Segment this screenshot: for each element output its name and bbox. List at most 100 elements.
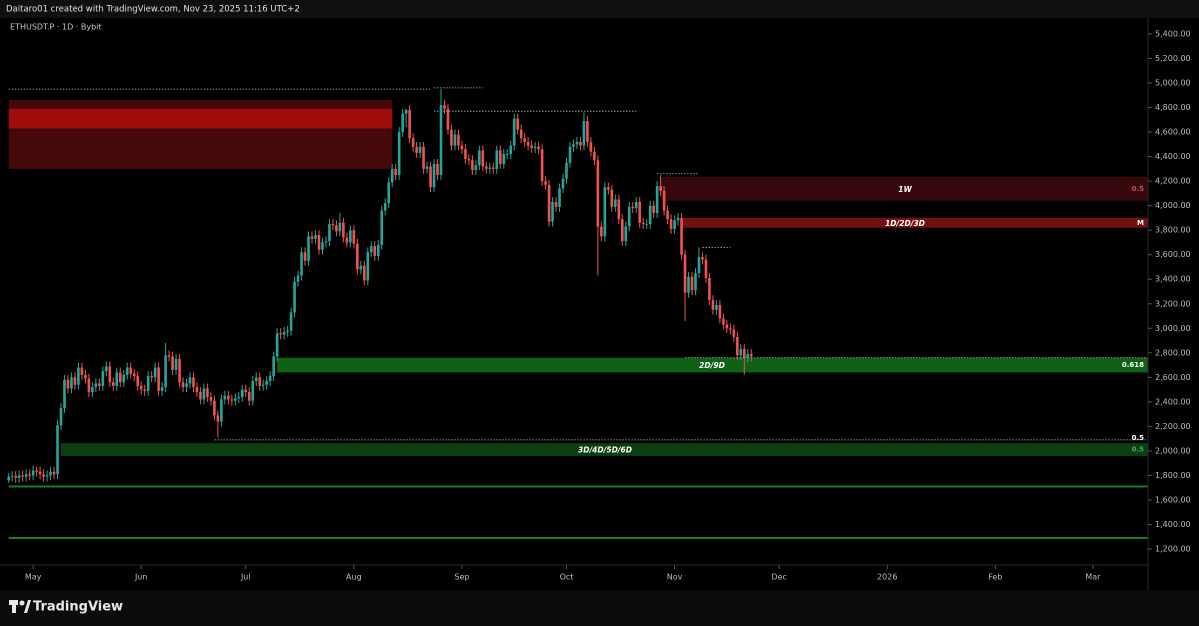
candle-body [171, 356, 174, 370]
candle-body [265, 381, 268, 385]
x-tick-label: May [25, 573, 42, 582]
candle-body [579, 141, 582, 146]
candle-body [45, 475, 49, 477]
y-tick-label: 3,600.00 [1155, 250, 1191, 259]
candle-body [485, 166, 488, 169]
candle-body [491, 167, 495, 169]
candle-body [209, 396, 213, 401]
candle-body [425, 166, 429, 169]
candle-body [401, 113, 404, 133]
candle-body [359, 265, 363, 270]
candle-body [24, 474, 28, 477]
candle-body [101, 371, 105, 386]
candle-body [687, 276, 690, 293]
candle-body [303, 252, 307, 261]
candle-body [526, 141, 530, 146]
candle-body [153, 367, 157, 378]
candle-body [443, 105, 446, 109]
candle-body [213, 400, 216, 416]
candle-body [680, 217, 683, 255]
y-tick-label: 4,000.00 [1155, 201, 1191, 210]
x-tick-label: 2026 [877, 573, 897, 582]
candle-body [157, 367, 160, 391]
candle-body [275, 333, 279, 357]
candle-body [512, 118, 516, 146]
candle-body [31, 470, 35, 476]
candle-body [174, 358, 178, 370]
candle-body [192, 377, 195, 388]
x-tick-label: Dec [771, 573, 786, 582]
candle-body [547, 184, 551, 222]
candle-body [607, 187, 610, 190]
candle-body [708, 278, 711, 301]
candle-body [84, 374, 87, 379]
candle-body [568, 146, 572, 163]
zone [61, 443, 1149, 457]
candle-body [432, 163, 436, 188]
candle-body [701, 257, 704, 260]
zone-right-label: 0.5 [1132, 185, 1145, 193]
candle-body [10, 476, 14, 477]
zone-right-label: M [1137, 219, 1144, 227]
candle-body [736, 336, 739, 356]
candle-body [324, 241, 328, 243]
candle-body [122, 374, 126, 383]
candle-body [286, 330, 289, 332]
candle-body [17, 475, 21, 478]
candle-body [342, 222, 345, 238]
candle-body [331, 224, 335, 226]
candle-body [244, 389, 248, 393]
candle-body [474, 165, 478, 171]
candle-body [115, 372, 119, 386]
candle-body [136, 376, 140, 386]
candle-body [129, 367, 133, 374]
zone-right-label: 0.5 [1132, 446, 1145, 454]
candle-body [251, 381, 255, 401]
candle-body [516, 118, 519, 130]
candle-body [505, 154, 509, 155]
candle-body [617, 199, 621, 220]
logo-mark [9, 600, 18, 605]
y-tick-label: 4,200.00 [1155, 177, 1191, 186]
candle-body [523, 138, 526, 142]
candle-body [146, 376, 150, 391]
candle-body [139, 385, 143, 390]
logo-mark [19, 600, 25, 606]
candle-body [446, 108, 450, 130]
footer [0, 590, 1199, 626]
symbol-info: ETHUSDT.P · 1D · Bybit [10, 23, 102, 32]
candle-body [662, 190, 666, 211]
candle-body [641, 222, 645, 225]
candle-body [614, 199, 617, 207]
candle-body [349, 230, 352, 243]
candle-body [87, 378, 91, 393]
candle-body [715, 304, 718, 310]
candle-body [464, 149, 467, 160]
candle-body [383, 203, 387, 211]
candle-body [722, 318, 725, 325]
candle-body [729, 328, 732, 330]
plot-area: 1W 0.5 1D/2D/3D M 2D/9D 0.618 3D/4D/5D/6D 0.5 0.… [7, 87, 1149, 540]
candle-body [237, 396, 241, 399]
candle-body [7, 476, 11, 481]
x-tick-label: Aug [346, 573, 362, 582]
candle-body [317, 235, 321, 250]
candle-body [118, 372, 122, 383]
candle-body [704, 259, 708, 279]
y-tick-label: 2,400.00 [1155, 397, 1191, 406]
candle-body [652, 205, 655, 214]
credit: Daitaro01 created with TradingView.com, … [6, 5, 300, 15]
candle-body [627, 206, 631, 227]
candle-body [404, 109, 408, 114]
candle-body [73, 377, 77, 385]
y-tick-label: 5,000.00 [1155, 79, 1191, 88]
candle-body [223, 395, 227, 400]
candle-body [240, 389, 244, 397]
candle-body [216, 415, 220, 422]
candle-body [188, 377, 192, 384]
candle-body [335, 225, 338, 232]
candle-body [471, 160, 474, 171]
candle-body [310, 236, 314, 239]
candle-body [600, 226, 603, 237]
candle-body [457, 134, 460, 146]
